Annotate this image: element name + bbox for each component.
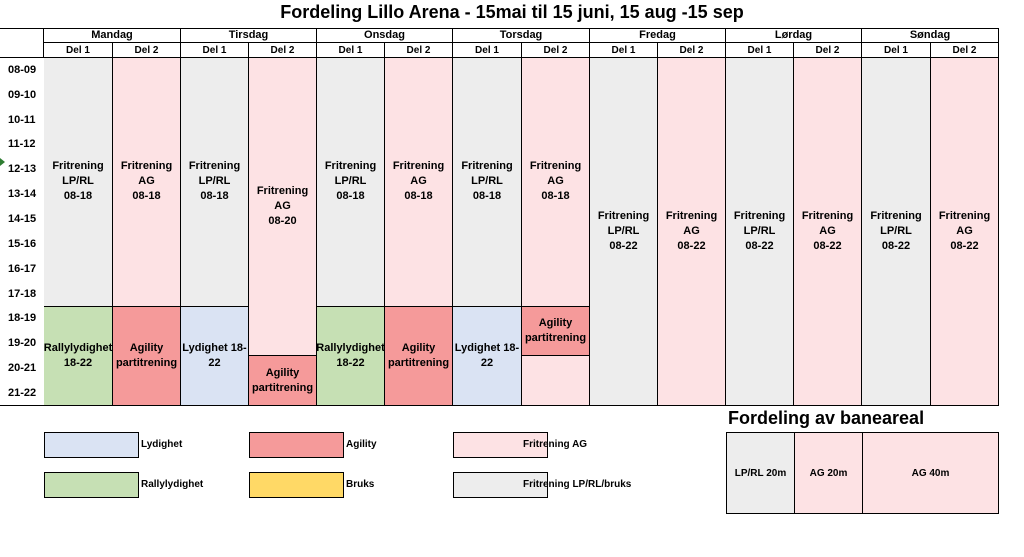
block-wednesday-del1-fritrening: Fritrening LP/RL 08-18 [317,58,385,307]
block-wednesday-del1-rallylydighet: Rallylydighet 18-22 [316,306,385,406]
day-header-saturday: Lørdag [726,28,862,43]
legend-swatch-lydighet [44,432,139,458]
part-header: Del 2 [658,43,726,58]
block-wednesday-del2-fritrening-ag: Fritrening AG 08-18 [385,58,453,307]
schedule-grid: Mandag Tirsdag Onsdag Torsdag Fredag Lør… [0,28,999,406]
fordeling-box-lprl: LP/RL 20m [726,432,795,514]
legend-label-fritrening-ag: Fritrening AG [523,439,588,450]
time-label: 10-11 [8,113,36,126]
block-sunday-del2-fritrening-ag: Fritrening AG 08-22 [931,58,999,406]
block-thursday-del2-fritrening-ag: Fritrening AG 08-18 [522,58,590,307]
block-tuesday-del2-agility: Agility partitrening [249,356,317,406]
part-header: Del 1 [453,43,522,58]
time-label: 13-14 [8,188,37,201]
part-header: Del 2 [794,43,862,58]
block-tuesday-del2-fritrening-ag: Fritrening AG 08-20 [249,58,317,357]
block-saturday-del1-fritrening: Fritrening LP/RL 08-22 [726,58,794,406]
time-label: 20-21 [8,362,37,375]
time-label: 11-12 [8,138,36,151]
block-thursday-del2-agility: Agility partitrening [522,306,590,357]
legend-swatch-fritrening-lp [453,472,548,498]
block-tuesday-del1-lydighet: Lydighet 18- 22 [181,306,249,406]
block-monday-del1-fritrening: Fritrening LP/RL 08-18 [44,58,113,307]
time-label: 18-19 [8,312,37,325]
part-header: Del 1 [44,43,113,58]
part-header: Del 1 [590,43,658,58]
block-friday-del2-fritrening-ag: Fritrening AG 08-22 [658,58,726,406]
day-header-sunday: Søndag [862,28,999,43]
fordeling-box-ag20: AG 20m [794,432,863,514]
corner-cell [0,28,44,58]
legend-swatch-agility [249,432,344,458]
block-saturday-del2-fritrening-ag: Fritrening AG 08-22 [794,58,862,406]
day-header-tuesday: Tirsdag [181,28,317,43]
time-label: 15-16 [8,237,37,250]
part-header: Del 2 [931,43,999,58]
block-sunday-del1-fritrening: Fritrening LP/RL 08-22 [862,58,931,406]
legend-label-bruks: Bruks [346,479,375,490]
legend-swatch-bruks [249,472,344,498]
block-wednesday-del2-agility: Agility partitrening [385,306,453,406]
block-friday-del1-fritrening: Fritrening LP/RL 08-22 [590,58,658,406]
part-header: Del 2 [385,43,453,58]
legend-label-rallylydighet: Rallylydighet [141,479,204,490]
day-header-monday: Mandag [44,28,181,43]
cell-marker-icon [0,158,5,166]
time-label: 14-15 [8,213,37,226]
block-thursday-del1-fritrening: Fritrening LP/RL 08-18 [453,58,522,307]
day-header-thursday: Torsdag [453,28,590,43]
legend-swatch-fritrening-ag [453,432,548,458]
part-header: Del 1 [317,43,385,58]
part-header: Del 1 [181,43,249,58]
block-monday-del1-rallylydighet: Rallylydighet 18-22 [44,306,113,406]
part-header: Del 2 [113,43,181,58]
block-thursday-del2-fritrening-ag-evening [522,356,590,406]
time-label: 19-20 [8,337,37,350]
part-header: Del 2 [249,43,317,58]
fordeling-box-ag40: AG 40m [862,432,999,514]
legend-label-lydighet: Lydighet [141,439,183,450]
time-label: 21-22 [8,387,37,400]
block-monday-del2-agility: Agility partitrening [113,306,181,406]
time-label: 16-17 [8,262,37,275]
block-monday-del2-fritrening-ag: Fritrening AG 08-18 [113,58,181,307]
block-thursday-del1-lydighet: Lydighet 18- 22 [453,306,522,406]
time-label: 17-18 [8,287,37,300]
part-header: Del 1 [862,43,931,58]
part-header: Del 1 [726,43,794,58]
legend-label-agility: Agility [346,439,377,450]
fordeling-heading: Fordeling av baneareal [728,408,925,428]
legend-swatch-rallylydighet [44,472,139,498]
part-header: Del 2 [522,43,590,58]
time-label: 12-13 [8,163,37,176]
time-label: 09-10 [8,88,37,101]
legend-label-fritrening-lp: Fritrening LP/RL/bruks [523,479,632,490]
page-title: Fordeling Lillo Arena - 15mai til 15 jun… [280,2,744,22]
day-header-wednesday: Onsdag [317,28,453,43]
time-label: 08-09 [8,63,37,76]
day-header-friday: Fredag [590,28,726,43]
block-tuesday-del1-fritrening: Fritrening LP/RL 08-18 [181,58,249,307]
